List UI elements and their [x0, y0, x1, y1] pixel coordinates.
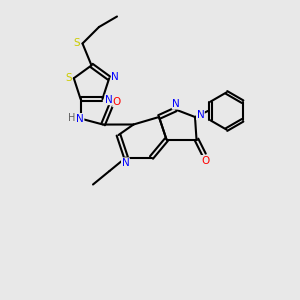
- Text: N: N: [172, 99, 180, 109]
- Text: N: N: [105, 94, 113, 105]
- Text: S: S: [65, 73, 72, 83]
- Text: O: O: [201, 155, 210, 166]
- Text: N: N: [122, 158, 129, 168]
- Text: S: S: [74, 38, 80, 48]
- Text: N: N: [111, 72, 119, 82]
- Text: H: H: [68, 113, 76, 123]
- Text: N: N: [76, 113, 84, 124]
- Text: O: O: [113, 97, 121, 107]
- Text: N: N: [196, 110, 204, 120]
